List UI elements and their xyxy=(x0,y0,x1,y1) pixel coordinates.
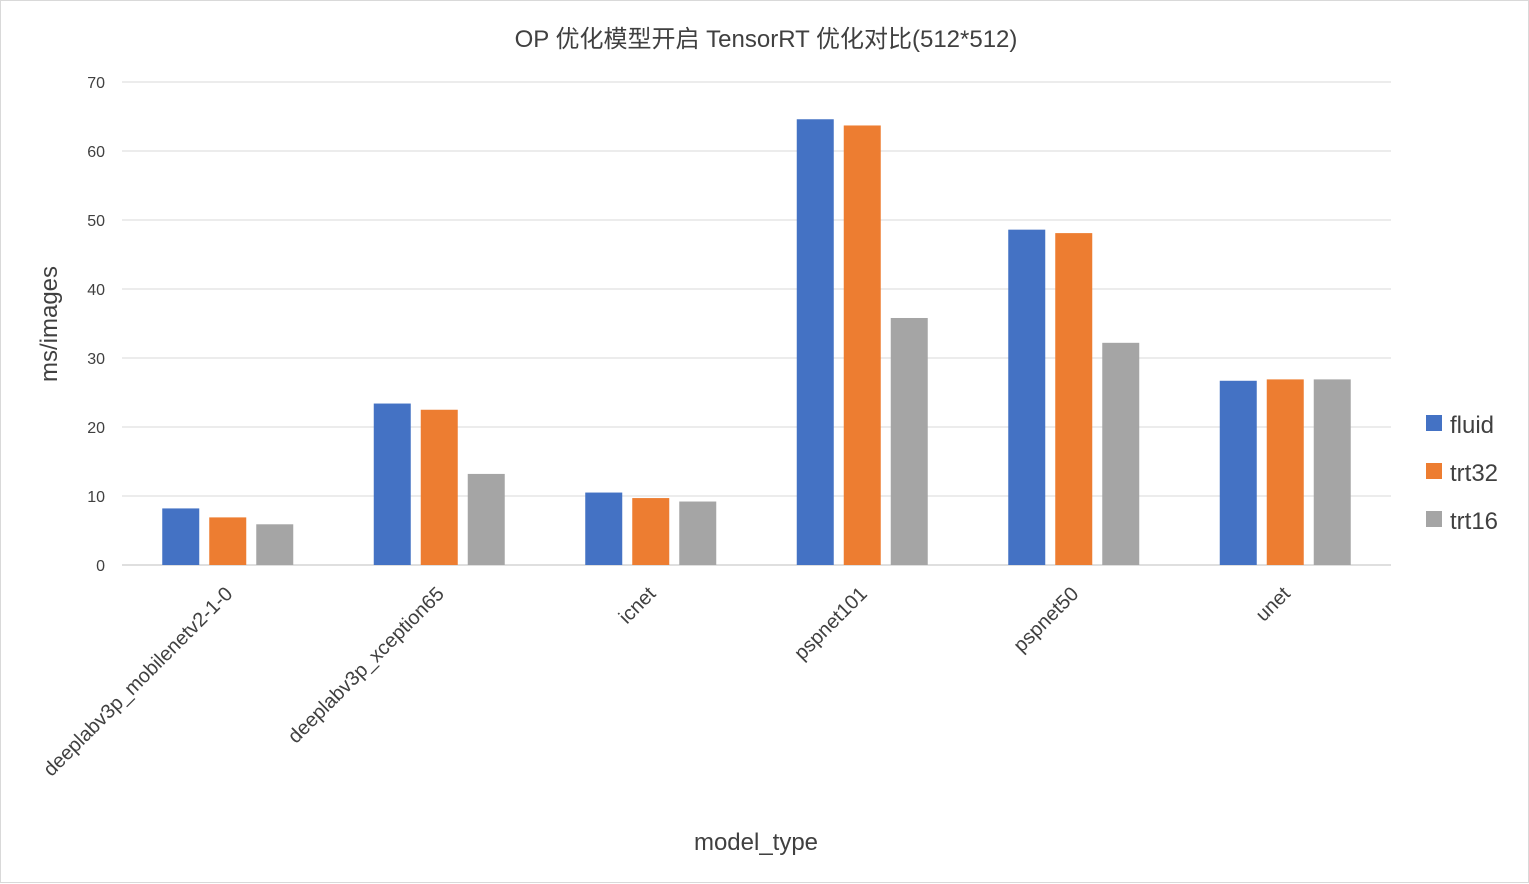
y-axis-ticks: 0 10 20 30 40 50 60 70 xyxy=(87,75,105,575)
y-tick-label: 50 xyxy=(87,213,105,230)
x-category-label: icnet xyxy=(615,583,661,629)
x-category-label: unet xyxy=(1252,583,1295,626)
x-axis-categories: deeplabv3p_mobilenetv2-1-0 deeplabv3p_xce… xyxy=(39,583,1295,781)
bar-fluid-deeplabv3p_xception65 xyxy=(373,403,411,565)
bar-trt32-pspnet101 xyxy=(843,125,881,565)
y-tick-label: 30 xyxy=(87,351,105,368)
bar-trt16-icnet xyxy=(679,501,717,565)
y-axis-title: ms/images xyxy=(36,266,63,382)
bar-trt16-pspnet50 xyxy=(1102,342,1140,565)
gridlines xyxy=(122,81,1391,566)
chart-title: OP 优化模型开启 TensorRT 优化对比(512*512) xyxy=(515,26,1018,53)
legend-label-trt32: trt32 xyxy=(1450,460,1498,487)
y-tick-label: 70 xyxy=(87,75,105,92)
y-tick-label: 20 xyxy=(87,420,105,437)
legend-label-trt16: trt16 xyxy=(1450,508,1498,535)
x-category-label: deeplabv3p_mobilenetv2-1-0 xyxy=(39,583,237,781)
x-category-label: deeplabv3p_xception65 xyxy=(284,583,449,748)
y-tick-label: 60 xyxy=(87,144,105,161)
y-tick-label: 0 xyxy=(96,558,105,575)
bar-trt32-pspnet50 xyxy=(1055,233,1093,566)
legend: fluid trt32 trt16 xyxy=(1426,412,1498,535)
bar-fluid-unet xyxy=(1219,380,1257,565)
x-category-label: pspnet101 xyxy=(790,583,872,665)
legend-swatch-fluid xyxy=(1426,415,1442,431)
bar-trt32-unet xyxy=(1266,379,1304,565)
legend-swatch-trt32 xyxy=(1426,463,1442,479)
bar-trt32-deeplabv3p_mobilenetv2-1-0 xyxy=(209,517,247,565)
bar-fluid-deeplabv3p_mobilenetv2-1-0 xyxy=(162,508,200,565)
legend-label-fluid: fluid xyxy=(1450,412,1494,439)
bar-trt32-deeplabv3p_xception65 xyxy=(420,409,458,565)
bar-trt16-deeplabv3p_mobilenetv2-1-0 xyxy=(256,524,294,565)
bar-trt16-deeplabv3p_xception65 xyxy=(467,473,505,565)
bar-fluid-pspnet50 xyxy=(1008,229,1046,565)
legend-swatch-trt16 xyxy=(1426,511,1442,527)
y-tick-label: 40 xyxy=(87,282,105,299)
bars xyxy=(162,119,1351,566)
x-axis-title: model_type xyxy=(694,829,818,856)
bar-trt16-unet xyxy=(1313,379,1351,565)
bar-trt32-icnet xyxy=(632,498,670,565)
x-category-label: pspnet50 xyxy=(1010,583,1084,657)
bar-fluid-pspnet101 xyxy=(796,119,834,565)
bar-trt16-pspnet101 xyxy=(890,317,928,565)
y-tick-label: 10 xyxy=(87,489,105,506)
bar-fluid-icnet xyxy=(585,492,623,565)
